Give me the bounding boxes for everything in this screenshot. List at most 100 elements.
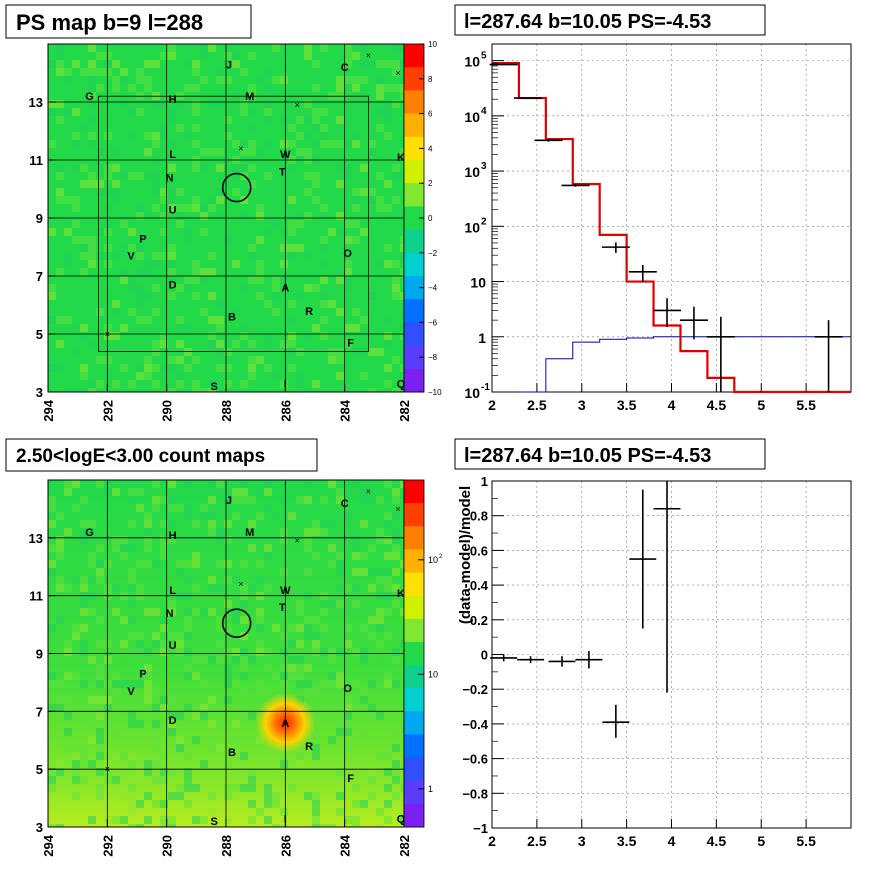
map-pixel [64,68,72,76]
map-pixel [368,680,376,688]
x-tick-label: 3 [578,833,586,849]
map-pixel [368,292,376,300]
map-pixel [160,52,168,60]
map-pixel [288,784,296,792]
map-pixel [200,228,208,236]
map-pixel [368,704,376,712]
map-pixel [384,244,392,252]
map-pixel [128,228,136,236]
map-pixel [48,108,56,116]
map-pixel [104,324,112,332]
map-pixel [176,372,184,380]
y-tick-label: 1 [481,474,488,489]
map-pixel [224,52,232,60]
map-pixel [240,496,248,504]
map-pixel [280,664,288,672]
map-pixel [88,736,96,744]
map-pixel [112,180,120,188]
map-pixel [208,480,216,488]
map-pixel [96,252,104,260]
map-pixel [360,348,368,356]
map-pixel [72,164,80,172]
map-pixel [392,260,400,268]
map-pixel [248,164,256,172]
map-pixel [288,300,296,308]
map-pixel [136,640,144,648]
map-pixel [48,292,56,300]
map-pixel [216,616,224,624]
map-pixel [400,480,404,488]
map-pixel [296,680,304,688]
map-pixel [64,704,72,712]
map-pixel [184,204,192,212]
map-pixel [288,252,296,260]
map-pixel [72,204,80,212]
x-tick-label: 288 [219,400,234,422]
map-pixel [88,260,96,268]
map-pixel [312,752,320,760]
map-pixel [336,600,344,608]
map-pixel [128,276,136,284]
map-pixel [336,348,344,356]
map-pixel [344,624,352,632]
map-pixel [96,560,104,568]
map-pixel [400,60,404,68]
map-pixel [384,520,392,528]
map-pixel [240,560,248,568]
map-pixel [280,140,288,148]
map-pixel [248,276,256,284]
map-pixel [80,496,88,504]
map-pixel [344,720,352,728]
map-pixel [128,84,136,92]
map-pixel [392,728,400,736]
map-pixel [264,300,272,308]
map-pixel [344,388,352,392]
map-pixel [112,488,120,496]
map-pixel [304,496,312,504]
source-label: U [169,204,177,216]
map-pixel [264,688,272,696]
map-pixel [256,276,264,284]
map-pixel [72,504,80,512]
map-pixel [88,380,96,388]
map-pixel [376,76,384,84]
map-pixel [136,800,144,808]
map-pixel [336,784,344,792]
map-pixel [328,520,336,528]
map-pixel [336,808,344,816]
map-pixel [280,824,288,827]
map-pixel [152,348,160,356]
map-pixel [152,736,160,744]
map-pixel [360,496,368,504]
map-pixel [336,76,344,84]
map-pixel [384,768,392,776]
map-pixel [328,824,336,827]
colorbar-swatch [404,322,424,347]
map-pixel [328,348,336,356]
map-pixel [344,164,352,172]
map-pixel [88,608,96,616]
map-pixel [384,816,392,824]
map-pixel [384,584,392,592]
map-pixel [64,728,72,736]
x-tick-label: 4 [668,397,676,413]
map-pixel [200,268,208,276]
source-label: C [341,498,349,510]
map-pixel [352,648,360,656]
map-pixel [144,680,152,688]
source-label: D [169,715,177,727]
map-pixel [200,212,208,220]
map-pixel [88,180,96,188]
map-pixel [248,124,256,132]
colorbar-tick-label: −4 [428,284,438,293]
map-pixel [152,632,160,640]
map-pixel [368,140,376,148]
map-pixel [160,640,168,648]
map-pixel [192,608,200,616]
map-pixel [224,624,232,632]
map-pixel [392,512,400,520]
map-pixel [80,372,88,380]
x-tick-label: 5.5 [796,397,816,413]
map-pixel [328,648,336,656]
map-pixel [240,324,248,332]
